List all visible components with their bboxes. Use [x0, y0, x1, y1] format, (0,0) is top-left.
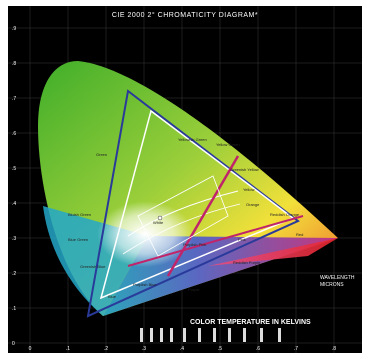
x-tick-8: .8	[332, 346, 336, 352]
y-tick-4: .5	[12, 166, 16, 172]
diagram-title: CIE 2000 2° CHROMATICITY DIAGRAM*	[112, 11, 258, 19]
x-tick-7: .7	[294, 346, 298, 352]
region-label-red: Red	[296, 232, 303, 237]
region-label-reddish-orange: Reddish Orange	[270, 212, 300, 217]
region-label-yellow-green: Yellow Green	[216, 142, 240, 147]
region-labels: Green Yellowish Green Yellow Green Green…	[68, 137, 303, 299]
region-label-purple: Purple	[188, 287, 200, 292]
gamut-triangles	[86, 89, 300, 318]
y-tick-8: .1	[12, 306, 16, 312]
region-label-greenish-blue: Greenish Blue	[80, 264, 106, 269]
region-label-blue: Blue	[108, 294, 117, 299]
chromaticity-svg: 0 .1 .2 .3 .4 .5 .6 .7 .8 .9 .8 .7 .6 .5…	[8, 6, 362, 353]
x-tick-2: .2	[104, 346, 108, 352]
x-tick-4: .4	[180, 346, 184, 352]
y-tick-9: 0	[12, 341, 15, 347]
kelvin-scale	[140, 328, 281, 342]
region-label-bluish-green: Bluish Green	[68, 212, 91, 217]
x-tick-6: .6	[256, 346, 260, 352]
region-label-orange: Orange	[246, 202, 260, 207]
spectral-locus	[38, 61, 338, 316]
white-point-marker	[157, 215, 163, 221]
wavelength-unit: MICRONS	[320, 282, 344, 288]
y-tick-3: .6	[12, 131, 16, 137]
planckian-locus	[122, 155, 304, 277]
region-label-yellowish-green: Yellowish Green	[178, 137, 207, 142]
x-tick-3: .3	[142, 346, 146, 352]
region-label-yellow: Yellow	[243, 187, 255, 192]
y-axis-ticks: .9 .8 .7 .6 .5 .4 .3 .2 .1 0	[12, 26, 16, 347]
region-label-white: White	[153, 220, 164, 225]
y-tick-7: .2	[12, 271, 16, 277]
color-temperature-label: COLOR TEMPERATURE IN KELVINS	[190, 319, 311, 326]
x-axis-ticks: 0 .1 .2 .3 .4 .5 .6 .7 .8	[29, 346, 337, 352]
x-tick-5: .5	[218, 346, 222, 352]
region-label-pink: Pink	[238, 237, 246, 242]
y-tick-5: .4	[12, 201, 16, 207]
region-label-blue-green: Blue Green	[68, 237, 88, 242]
region-label-green: Green	[96, 152, 107, 157]
y-tick-0: .9	[12, 26, 16, 32]
wavelength-label: WAVELENGTH	[320, 275, 355, 281]
region-label-purplish-pink: Purplish Pink	[183, 242, 206, 247]
x-tick-0: 0	[29, 346, 32, 352]
region-label-greenish-yellow: Greenish Yellow	[230, 167, 259, 172]
y-tick-1: .8	[12, 61, 16, 67]
y-tick-2: .7	[12, 96, 16, 102]
region-label-purplish-blue: Purplish Blue	[133, 282, 157, 287]
y-tick-6: .3	[12, 236, 16, 242]
chromaticity-plot: 0 .1 .2 .3 .4 .5 .6 .7 .8 .9 .8 .7 .6 .5…	[8, 6, 362, 353]
region-label-reddish-purple: Reddish Purple	[233, 260, 261, 265]
x-tick-1: .1	[66, 346, 70, 352]
